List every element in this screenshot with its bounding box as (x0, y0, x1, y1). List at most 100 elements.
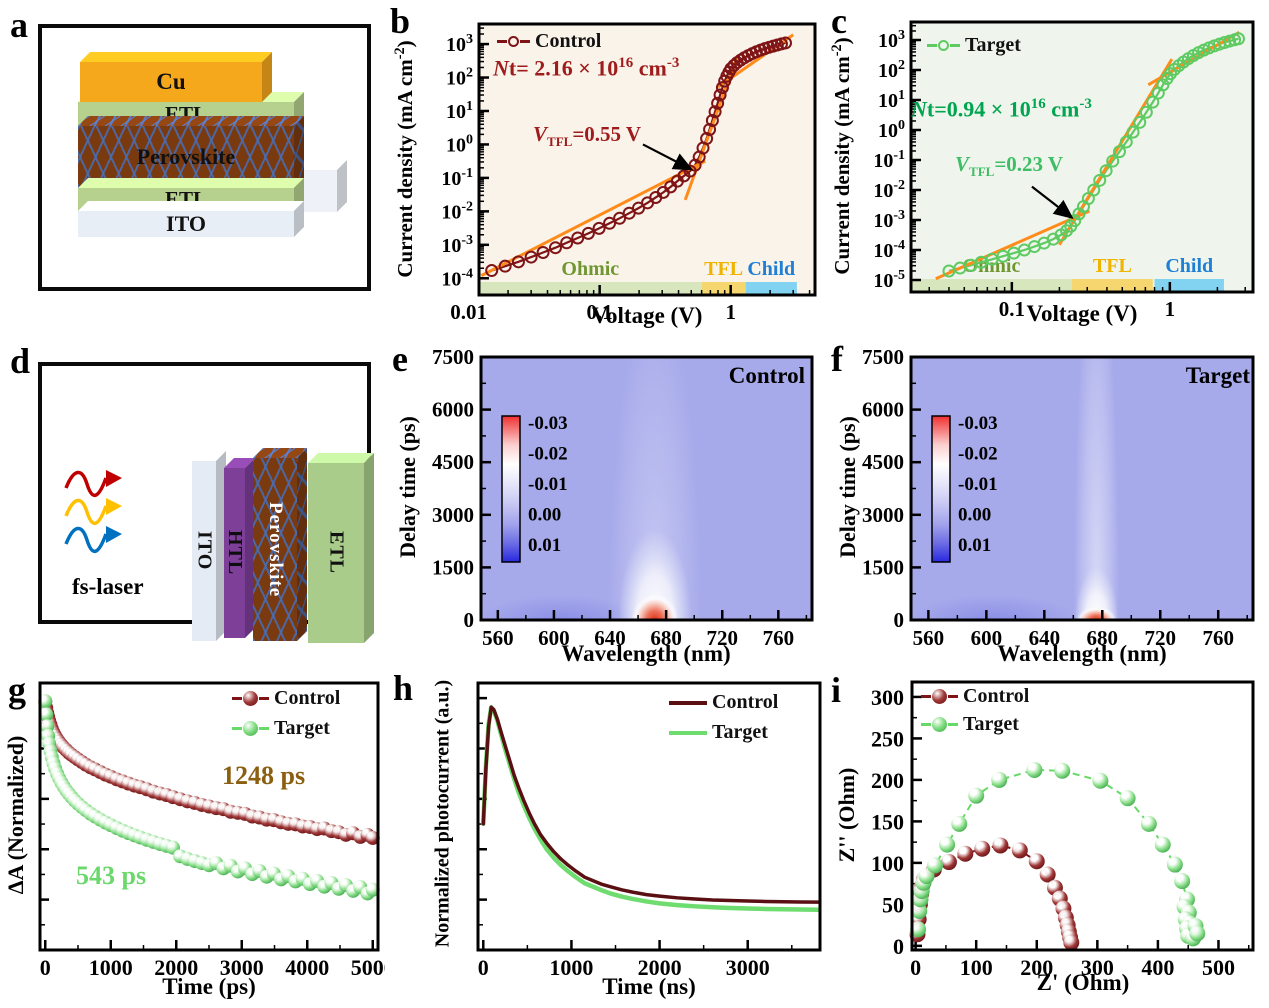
ito-slab-label: ITO (193, 531, 216, 571)
panel-f-x-title: Wavelength (nm) (997, 641, 1167, 666)
svg-text:0: 0 (910, 955, 921, 980)
vtfl-annotation: VTFL=0.23 V (955, 152, 1064, 180)
svg-text:Ohmic: Ohmic (561, 258, 619, 280)
device-structure-diagram: ETL Perovskite ETL ITO Cu (38, 24, 371, 291)
panel-c: c Ohmic TFL Child 0.1 1 103 102 101 100 10-1 10-2 1… (825, 0, 1269, 335)
svg-text:100: 100 (878, 118, 905, 142)
panel-e-letter: e (392, 339, 408, 379)
svg-text:-0.03: -0.03 (958, 413, 998, 434)
svg-text:760: 760 (1202, 626, 1234, 650)
panel-i: i 0 100 200 300 400 500 0 50 100 150 200 250 300 Z''… (825, 667, 1269, 1008)
svg-text:3000: 3000 (220, 955, 264, 980)
ito-layer: ITO (78, 211, 294, 237)
fs-laser-pulses-icon (64, 470, 122, 553)
svg-text:6000: 6000 (432, 398, 474, 422)
panel-d: d fs-laser ITO HTL Perovskite E (0, 335, 385, 667)
svg-text:-0.02: -0.02 (958, 444, 998, 465)
svg-text:400: 400 (1141, 955, 1174, 980)
svg-text:640: 640 (1029, 626, 1061, 650)
svg-text:TFL: TFL (704, 258, 743, 280)
svg-text:-0.02: -0.02 (528, 444, 568, 465)
svg-text:50: 50 (882, 892, 904, 917)
panel-g-y-title: ΔA (Normalized) (3, 735, 28, 895)
svg-text:10-1: 10-1 (873, 148, 905, 172)
panel-c-letter: c (831, 1, 847, 41)
svg-text:101: 101 (878, 88, 905, 112)
svg-text:300: 300 (871, 685, 904, 710)
panel-c-x-title: Voltage (V) (1026, 301, 1138, 326)
etl-slab-label: ETL (325, 531, 348, 575)
svg-text:103: 103 (878, 28, 905, 52)
legend-row-target: Target (669, 721, 778, 744)
panel-i-y-title: Z'' (Ohm) (834, 767, 859, 863)
svg-text:10-1: 10-1 (441, 166, 473, 190)
panel-h-y-title: Normalized photocurrent (a.u.) (431, 679, 454, 948)
sphere-line-icon (232, 691, 269, 706)
svg-text:560: 560 (913, 626, 945, 650)
svg-text:680: 680 (650, 626, 682, 650)
svg-text:560: 560 (482, 626, 514, 650)
svg-text:1000: 1000 (89, 955, 133, 980)
line-swatch-icon (669, 730, 707, 735)
svg-text:102: 102 (878, 58, 905, 82)
panel-g-legend: Control Target (232, 687, 340, 740)
perovskite-slab-label: Perovskite (265, 501, 286, 598)
svg-text:0.1: 0.1 (587, 300, 613, 324)
panel-f-y-title: Delay time (ps) (835, 416, 860, 558)
svg-text:0: 0 (464, 608, 475, 632)
legend-label: Target (274, 717, 330, 739)
svg-text:600: 600 (971, 626, 1003, 650)
panel-b-letter: b (390, 1, 411, 41)
panel-h-svg: 0 1000 2000 3000 (476, 681, 822, 980)
legend-label: Target (965, 34, 1021, 56)
svg-text:1000: 1000 (549, 955, 593, 980)
panel-h: h 0 1000 2000 3000 Normalized photocurrent … (385, 667, 825, 1008)
svg-text:2000: 2000 (638, 955, 682, 980)
htl-slab: HTL (224, 468, 246, 638)
legend-row-control: Control (921, 685, 1029, 708)
svg-text:-0.03: -0.03 (528, 413, 568, 434)
perovskite-label: Perovskite (136, 144, 236, 169)
legend-row-control: Control (232, 687, 340, 710)
cu-layer: Cu (80, 62, 262, 102)
trap-density-annotation: Nt= 2.16 × 1016 cm-3 (493, 55, 680, 81)
legend-row-control: Control (669, 691, 778, 714)
svg-text:2000: 2000 (154, 955, 198, 980)
legend-row-control: Control (497, 30, 601, 53)
svg-text:10-2: 10-2 (873, 178, 905, 202)
svg-text:10-4: 10-4 (873, 238, 905, 262)
panel-g: g 010002000300040005000 ΔA (Normalized) … (0, 667, 385, 1008)
panel-h-x-title: Time (ns) (602, 974, 696, 999)
panel-f: f 560 600 640 680 720 760 0 1500 3000 4500 6000 750… (825, 335, 1269, 667)
sphere-dash-icon (921, 689, 958, 704)
svg-text:10-3: 10-3 (873, 208, 905, 232)
panel-b-x-title: Voltage (V) (591, 303, 703, 328)
panel-a: a ETL Perovskite ETL ITO Cu (0, 0, 385, 335)
svg-text:200: 200 (871, 768, 904, 793)
panel-b-legend: Control (497, 30, 601, 53)
panel-b: b Ohmic TFL Child 0.01 0.1 1 103 102 101 100 10-1 1… (385, 0, 825, 335)
svg-text:10-3: 10-3 (441, 233, 473, 257)
svg-text:7500: 7500 (862, 345, 904, 369)
open-circle-line-icon (927, 40, 960, 51)
svg-text:Child: Child (747, 258, 795, 280)
svg-text:720: 720 (706, 626, 738, 650)
svg-text:102: 102 (446, 66, 473, 90)
svg-text:600: 600 (538, 626, 570, 650)
svg-text:0: 0 (894, 608, 905, 632)
cu-label: Cu (156, 69, 186, 94)
ito-slab: ITO (192, 461, 216, 641)
ta-measurement-diagram: fs-laser ITO HTL Perovskite ETL (38, 362, 371, 643)
svg-text:0.1: 0.1 (999, 297, 1025, 321)
legend-row-target: Target (927, 34, 1021, 57)
svg-text:4500: 4500 (432, 450, 474, 474)
svg-text:0.00: 0.00 (528, 505, 561, 526)
panel-i-letter: i (831, 670, 842, 710)
svg-text:100: 100 (960, 955, 993, 980)
svg-text:200: 200 (1020, 955, 1053, 980)
svg-text:100: 100 (871, 851, 904, 876)
svg-text:-0.01: -0.01 (528, 474, 568, 495)
